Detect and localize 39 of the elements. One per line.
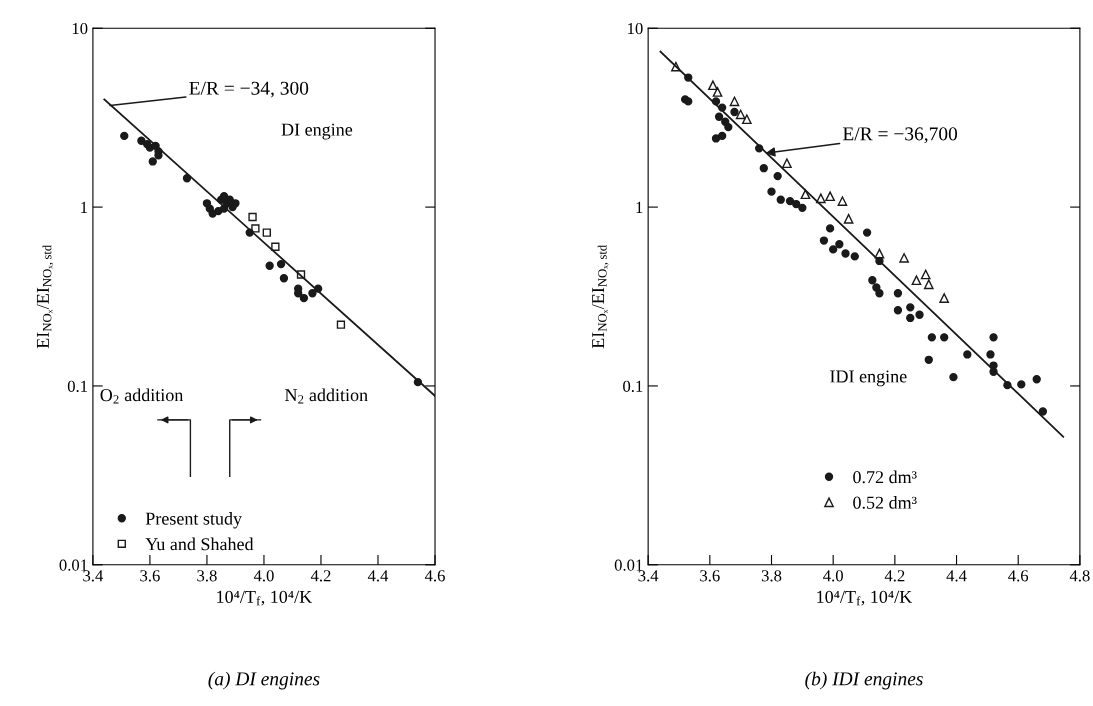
x-tick-label: 3.6 bbox=[140, 570, 160, 582]
y-axis-title: EI$_{NOₓ}$/EI$_{NOₓ,std}$ bbox=[36, 244, 54, 349]
y-tick-label: 0.01 bbox=[614, 559, 643, 571]
x-axis-title: 10⁴/T$_{f}$, 10⁴/K bbox=[817, 590, 913, 606]
x-tick-label: 4.8 bbox=[1069, 570, 1090, 582]
x-tick-label: 3.8 bbox=[761, 570, 782, 582]
x-tick-label: 4.4 bbox=[367, 570, 389, 582]
legend-label: 0.72 dm³ bbox=[853, 470, 917, 484]
x-tick-label: 3.4 bbox=[83, 570, 104, 582]
annotation: N$_{2}$ addition bbox=[285, 388, 368, 404]
x-axis-title: 10⁴/T$_{f}$, 10⁴/K bbox=[217, 590, 312, 606]
x-tick-label: 4.4 bbox=[946, 570, 967, 582]
y-tick-label: 0.1 bbox=[67, 380, 88, 392]
legend-label: Present study bbox=[145, 512, 242, 529]
x-tick-label: 4.6 bbox=[424, 570, 445, 582]
y-tick-label: 1 bbox=[636, 201, 643, 213]
legend-label: Yu and Shahed bbox=[145, 537, 254, 551]
x-tick-label: 3.6 bbox=[700, 570, 720, 582]
annotation: DI engine bbox=[281, 123, 353, 140]
text: (a) DI engines bbox=[208, 671, 320, 690]
y-tick-label: 0.1 bbox=[623, 380, 643, 392]
y-axis-title: EI$_{NOₓ}$/EI$_{NOₓ,std}$ bbox=[592, 244, 609, 349]
x-tick-label: 4.6 bbox=[1008, 570, 1029, 582]
annotation: O$_{2}$ addition bbox=[100, 388, 184, 404]
annotation: E/R = −34, 300 bbox=[189, 81, 309, 98]
y-tick-label: 1 bbox=[81, 201, 88, 213]
x-tick-label: 4.0 bbox=[823, 570, 843, 582]
y-tick-label: 10 bbox=[628, 22, 643, 35]
y-tick-label: 10 bbox=[72, 22, 88, 35]
annotation: IDI engine bbox=[830, 370, 907, 387]
x-tick-label: 4.2 bbox=[884, 570, 905, 582]
text: (b) IDI engines bbox=[805, 671, 923, 690]
x-tick-label: 3.8 bbox=[197, 570, 217, 582]
x-tick-label: 3.4 bbox=[638, 570, 659, 582]
x-tick-label: 4.0 bbox=[253, 570, 274, 582]
annotation: E/R = −36,700 bbox=[842, 127, 958, 144]
y-tick-label: 0.01 bbox=[59, 559, 88, 571]
x-tick-label: 4.2 bbox=[310, 570, 331, 582]
legend-label: 0.52 dm³ bbox=[853, 496, 917, 509]
